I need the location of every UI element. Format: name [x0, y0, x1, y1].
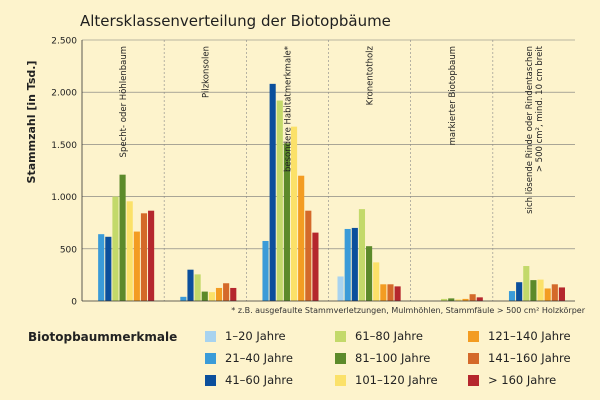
- legend-label: 41–60 Jahre: [225, 373, 293, 387]
- legend-item: 81–100 Jahre: [335, 351, 430, 365]
- bar: [298, 175, 305, 301]
- legend-title: Biotopbaummerkmale: [28, 330, 178, 344]
- bar: [312, 232, 319, 301]
- legend-swatch: [335, 330, 346, 342]
- bar: [126, 201, 133, 301]
- bar: [387, 284, 394, 301]
- bar: [558, 287, 565, 301]
- bar: [337, 276, 344, 301]
- bar: [441, 298, 448, 301]
- legend-label: 81–100 Jahre: [355, 351, 431, 365]
- bar: [394, 286, 401, 301]
- legend-swatch: [335, 374, 346, 386]
- bar: [448, 298, 455, 301]
- category-label: sich lösende Rinde oder Rindentaschen: [525, 46, 535, 214]
- bar: [462, 298, 469, 301]
- bar: [194, 274, 201, 301]
- legend-item: > 160 Jahre: [468, 373, 556, 387]
- category-label: Pilzkonsolen: [201, 46, 211, 98]
- bar: [455, 299, 462, 301]
- y-tick-label: 1.500: [51, 141, 77, 151]
- bar: [516, 282, 523, 301]
- bar: [380, 284, 387, 301]
- bar: [373, 262, 380, 301]
- legend-swatch: [468, 374, 479, 386]
- legend-label: 121–140 Jahre: [488, 329, 571, 343]
- bar: [148, 210, 155, 301]
- legend-item: 121–140 Jahre: [468, 329, 571, 343]
- legend-item: 41–60 Jahre: [205, 373, 293, 387]
- bar: [98, 234, 105, 301]
- category-label: besondere Habitatmerkmale*: [283, 46, 293, 172]
- chart: Altersklassenverteilung der Biotopbäume …: [25, 12, 586, 315]
- bar: [105, 236, 112, 301]
- bar: [269, 83, 276, 301]
- legend-swatch: [205, 330, 216, 342]
- legend-swatch: [468, 330, 479, 342]
- bar: [551, 284, 558, 301]
- bar: [476, 297, 483, 301]
- legend-label: 1–20 Jahre: [225, 329, 286, 343]
- legend-item: 1–20 Jahre: [205, 329, 286, 343]
- bar: [112, 196, 119, 301]
- legend-swatch: [335, 352, 346, 364]
- footnote: * z.B. ausgefaulte Stammverletzungen, Mu…: [231, 306, 585, 315]
- legend-swatch: [205, 374, 216, 386]
- bar: [262, 240, 269, 301]
- category-label: Specht- oder Höhlenbaum: [119, 46, 129, 157]
- bar: [523, 266, 530, 301]
- legend-label: 61–80 Jahre: [355, 329, 423, 343]
- plot-area: 0 500 1.000 1.500 2.000 2.500 Specht- oder Höh…: [51, 37, 575, 308]
- y-tick-label: 500: [60, 245, 77, 255]
- legend-label: 141–160 Jahre: [488, 351, 571, 365]
- bar: [537, 279, 544, 301]
- bar: [230, 287, 237, 301]
- bar: [276, 100, 283, 301]
- bar: [530, 280, 537, 301]
- bar: [305, 210, 312, 301]
- bar: [366, 246, 373, 301]
- legend-label: 101–120 Jahre: [355, 373, 438, 387]
- y-axis-label: Stammzahl [in Tsd.]: [25, 61, 38, 184]
- bar: [344, 228, 351, 301]
- legend-swatch: [205, 352, 216, 364]
- legend-label: 21–40 Jahre: [225, 351, 293, 365]
- bar: [508, 291, 516, 301]
- bar: [140, 213, 148, 301]
- y-tick-label: 2.500: [51, 37, 77, 47]
- y-tick-label: 1.000: [51, 193, 77, 203]
- bar: [469, 294, 476, 301]
- chart-title: Altersklassenverteilung der Biotopbäume: [80, 12, 391, 30]
- bar: [351, 227, 358, 301]
- bar: [133, 231, 140, 301]
- legend-item: 101–120 Jahre: [335, 373, 438, 387]
- bar: [223, 283, 230, 301]
- legend-label: > 160 Jahre: [488, 373, 557, 387]
- bar: [290, 126, 298, 302]
- bar: [187, 269, 194, 301]
- bar: [119, 174, 126, 301]
- bar: [215, 287, 223, 301]
- bar: [358, 209, 366, 301]
- legend-item: 141–160 Jahre: [468, 351, 571, 365]
- bar: [283, 143, 290, 301]
- y-tick-label: 2.000: [51, 89, 77, 99]
- y-tick-label: 0: [71, 298, 77, 308]
- bar: [208, 292, 215, 301]
- legend-item: 61–80 Jahre: [335, 329, 423, 343]
- bar: [180, 296, 187, 301]
- bar: [544, 288, 551, 301]
- category-label: markierter Biotopbaum: [448, 46, 458, 145]
- legend-swatch: [468, 352, 479, 364]
- legend-item: 21–40 Jahre: [205, 351, 293, 365]
- category-label: > 500 cm², mind. 10 cm breit: [535, 45, 545, 172]
- legend: Biotopbaummerkmale 1–20 Jahre 21–40 Jahre…: [0, 318, 600, 400]
- bar: [201, 291, 208, 301]
- category-label: Kronentotholz: [366, 45, 376, 105]
